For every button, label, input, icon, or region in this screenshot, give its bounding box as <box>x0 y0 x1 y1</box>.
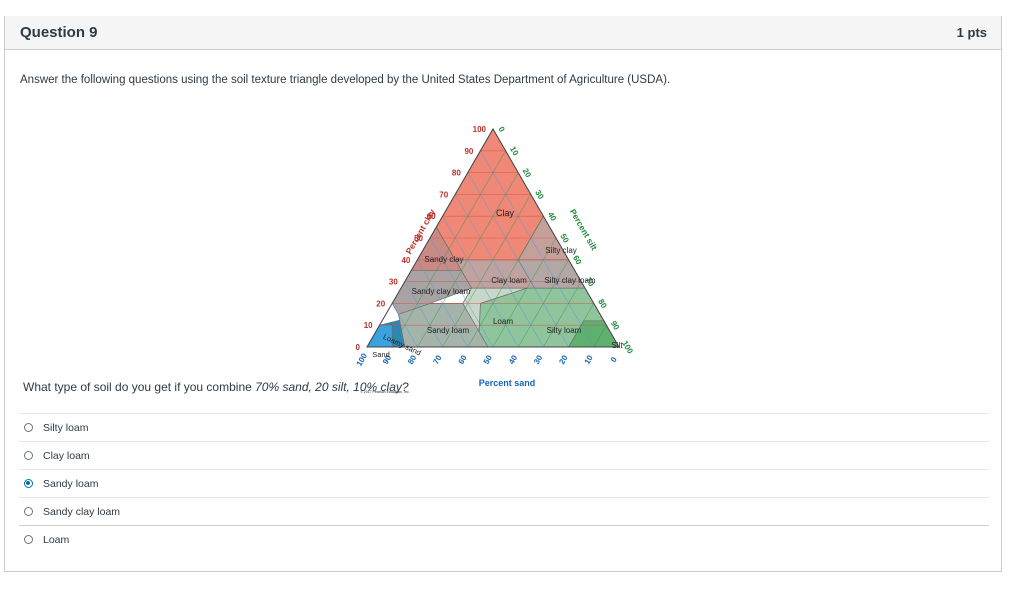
sand-gridline <box>417 259 469 348</box>
answer-list: Silty loam Clay loam Sandy loam Sandy clay … <box>19 413 989 553</box>
clay-tick-label: 100 <box>473 125 487 134</box>
question-text: What type of soil do you get if you comb… <box>23 380 409 394</box>
clay-tick-label: 0 <box>356 343 361 352</box>
answer-option[interactable]: Loam <box>19 525 989 553</box>
answer-option[interactable]: Sandy loam <box>19 469 989 497</box>
clay-tick-label: 10 <box>364 321 373 330</box>
silt-gridline <box>442 194 532 348</box>
sand-gridline <box>391 303 418 348</box>
clay-tick-label: 20 <box>376 299 385 308</box>
sand-tick-label: 50 <box>482 353 495 366</box>
answer-option[interactable]: Silty loam <box>19 413 989 441</box>
soil-texture-triangle: 0 10 20 30 40 50 60 70 80 90 100 0 10 20 30 40 50 60 70 80 9… <box>345 113 665 398</box>
silty-clay-label: Silty clay <box>545 246 577 255</box>
copyright-text: © 2017 Pearson Education, Inc. <box>360 390 409 394</box>
clay-label: Clay <box>496 208 515 218</box>
sand-tick-label: 70 <box>431 353 444 366</box>
loam-label: Loam <box>493 317 513 326</box>
sand-label: Sand <box>372 350 390 359</box>
triangle-outline <box>366 128 620 348</box>
silt-gridline <box>492 237 557 348</box>
sandy-loam-label: Sandy loam <box>427 326 470 335</box>
question-text-emphasis: 70% sand, 20 silt, 10% clay? <box>255 380 409 394</box>
clay-tick-label: 60 <box>427 212 436 221</box>
silt-label: Silt <box>611 341 623 350</box>
question-header: Question 9 1 pts <box>5 16 1001 50</box>
silt-tick-label: 90 <box>609 319 622 332</box>
answer-label: Sandy loam <box>43 477 99 490</box>
sand-gridline <box>454 194 544 348</box>
question-card: Question 9 1 pts Answer the following qu… <box>4 16 1002 572</box>
clay-tick-label: 50 <box>414 234 423 243</box>
sand-axis-title: Percent sand <box>479 378 536 388</box>
sand-tick-label: 60 <box>457 353 470 366</box>
radio-button[interactable] <box>24 507 33 516</box>
radio-button[interactable] <box>24 479 33 488</box>
silt-tick-label: 80 <box>596 298 609 311</box>
silt-tick-label: 10 <box>508 145 521 158</box>
answer-option[interactable]: Sandy clay loam <box>19 497 989 525</box>
sandy-clay-label: Sandy clay <box>424 255 463 264</box>
answer-label: Loam <box>43 533 70 546</box>
clay-tick-label: 90 <box>464 147 473 156</box>
clay-loam-label: Clay loam <box>491 276 527 285</box>
sand-gridline <box>429 237 494 348</box>
sand-tick-label: 0 <box>609 355 619 364</box>
radio-button[interactable] <box>24 451 33 460</box>
clay-tick-label: 30 <box>389 278 398 287</box>
silt-tick-label: 60 <box>571 254 584 267</box>
question-points: 1 pts <box>956 25 987 40</box>
silt-gridline <box>517 259 569 348</box>
silt-gridline <box>391 150 506 348</box>
radio-button[interactable] <box>24 423 33 432</box>
silt-gridline <box>543 281 582 348</box>
silt-gridline <box>593 325 607 348</box>
sand-gridline <box>480 150 595 348</box>
question-title: Question 9 <box>20 24 98 41</box>
silt-tick-label: 40 <box>546 210 559 223</box>
sand-tick-label: 100 <box>355 351 370 368</box>
silt-gridline <box>568 303 595 348</box>
clay-tick-label: 40 <box>401 256 410 265</box>
silty-clay-loam-label: Silty clay loam <box>544 276 595 285</box>
answer-label: Sandy clay loam <box>43 505 121 518</box>
clay-tick-label: 70 <box>439 190 448 199</box>
silty-loam-label: Silty loam <box>547 326 582 335</box>
answer-option[interactable]: Clay loam <box>19 441 989 469</box>
silt-tick-label: 50 <box>558 232 571 245</box>
question-text-prefix: What type of soil do you get if you comb… <box>23 380 256 394</box>
question-prompt: Answer the following questions using the… <box>20 74 671 86</box>
sandy-clay-loam-label: Sandy clay loam <box>412 287 471 296</box>
clay-tick-label: 80 <box>452 169 461 178</box>
sand-tick-label: 20 <box>557 353 570 366</box>
answer-label: Clay loam <box>43 449 90 462</box>
sand-gridline <box>404 281 443 348</box>
sand-tick-label: 30 <box>532 353 545 366</box>
sand-tick-label: 10 <box>583 353 596 366</box>
answer-label: Silty loam <box>43 421 89 434</box>
silt-tick-label: 20 <box>521 167 534 180</box>
sand-tick-label: 40 <box>507 353 520 366</box>
silt-tick-label: 0 <box>497 125 507 134</box>
silt-tick-label: 30 <box>533 189 546 202</box>
radio-button[interactable] <box>24 535 33 544</box>
sand-gridline <box>379 325 393 348</box>
